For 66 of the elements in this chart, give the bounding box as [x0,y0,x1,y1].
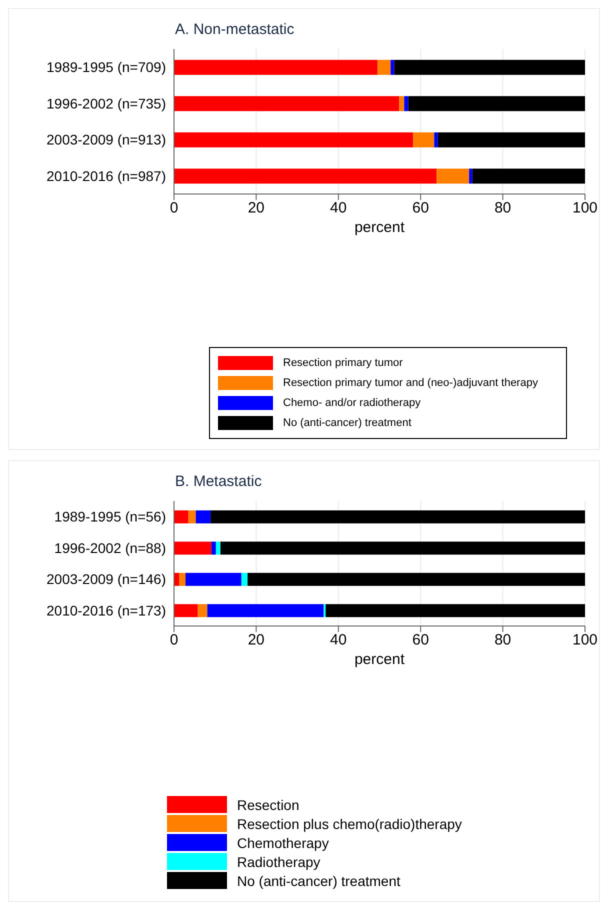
bar [211,542,216,555]
bar [436,168,470,184]
legend-label: Resection plus chemo(radio)therapy [237,816,462,832]
chart-title: A. Non-metastatic [175,21,294,38]
bar [216,542,220,555]
x-tick-label: 40 [330,200,347,217]
bar [179,572,186,586]
bar [220,542,585,555]
x-tick-label: 60 [412,200,429,217]
bar [196,510,211,524]
bar [390,60,394,75]
bar [174,168,437,184]
bar [408,96,585,112]
bar [241,572,248,586]
bar [174,542,212,555]
bar [438,132,585,148]
x-axis-title: percent [354,219,406,236]
bar [174,96,400,112]
y-tick-label: 1989-1995 (n=56) [54,508,166,525]
bar [434,132,438,148]
bar [413,132,434,148]
x-tick-label: 0 [170,632,178,649]
legend-label: Chemo- and/or radiotherapy [283,396,421,411]
y-tick-label: 1996-2002 (n=88) [54,540,166,556]
x-tick-label: 80 [494,200,512,217]
y-tick-label: 1996-2002 (n=735) [46,95,166,112]
bar [207,604,324,618]
x-tick-label: 100 [572,200,598,217]
bar [326,604,585,618]
y-tick-label: 2003-2009 (n=146) [46,571,166,588]
x-tick-label: 60 [412,632,429,649]
bar [174,572,180,586]
bar [399,96,404,112]
bar [174,604,198,618]
legend-label: Resection primary tumor [283,356,403,371]
y-tick-label: 2010-2016 (n=987) [46,168,166,184]
chart-title: B. Metastatic [175,473,262,490]
bar [174,60,378,75]
legend-label: No (anti-cancer) treatment [283,416,412,431]
bar [188,510,196,524]
bar [377,60,391,75]
x-tick-label: 0 [170,200,178,217]
bar [210,510,585,524]
x-axis-title: percent [354,651,406,668]
bar [469,168,472,184]
x-tick-label: 40 [330,632,347,649]
legend-label: No (anti-cancer) treatment [237,872,400,888]
bar [174,510,188,524]
y-tick-label: 2010-2016 (n=173) [46,602,166,618]
bar [198,604,208,618]
bar [404,96,408,112]
x-tick-label: 100 [572,632,598,649]
bar [472,168,585,184]
y-tick-label: 1989-1995 (n=709) [46,59,166,76]
bar [174,132,414,148]
x-tick-label: 20 [248,632,265,649]
legend-label: Chemotherapy [237,834,329,850]
y-tick-label: 2003-2009 (n=913) [46,132,166,148]
bar [394,60,585,75]
legend-label: Resection primary tumor and (neo-)adjuvant therapy [283,376,538,391]
bar [186,572,242,586]
legend-label: Radiotherapy [237,854,320,870]
bar [248,572,585,586]
legend-label: Resection [237,796,300,812]
x-tick-label: 20 [248,200,265,217]
x-tick-label: 80 [494,632,512,649]
